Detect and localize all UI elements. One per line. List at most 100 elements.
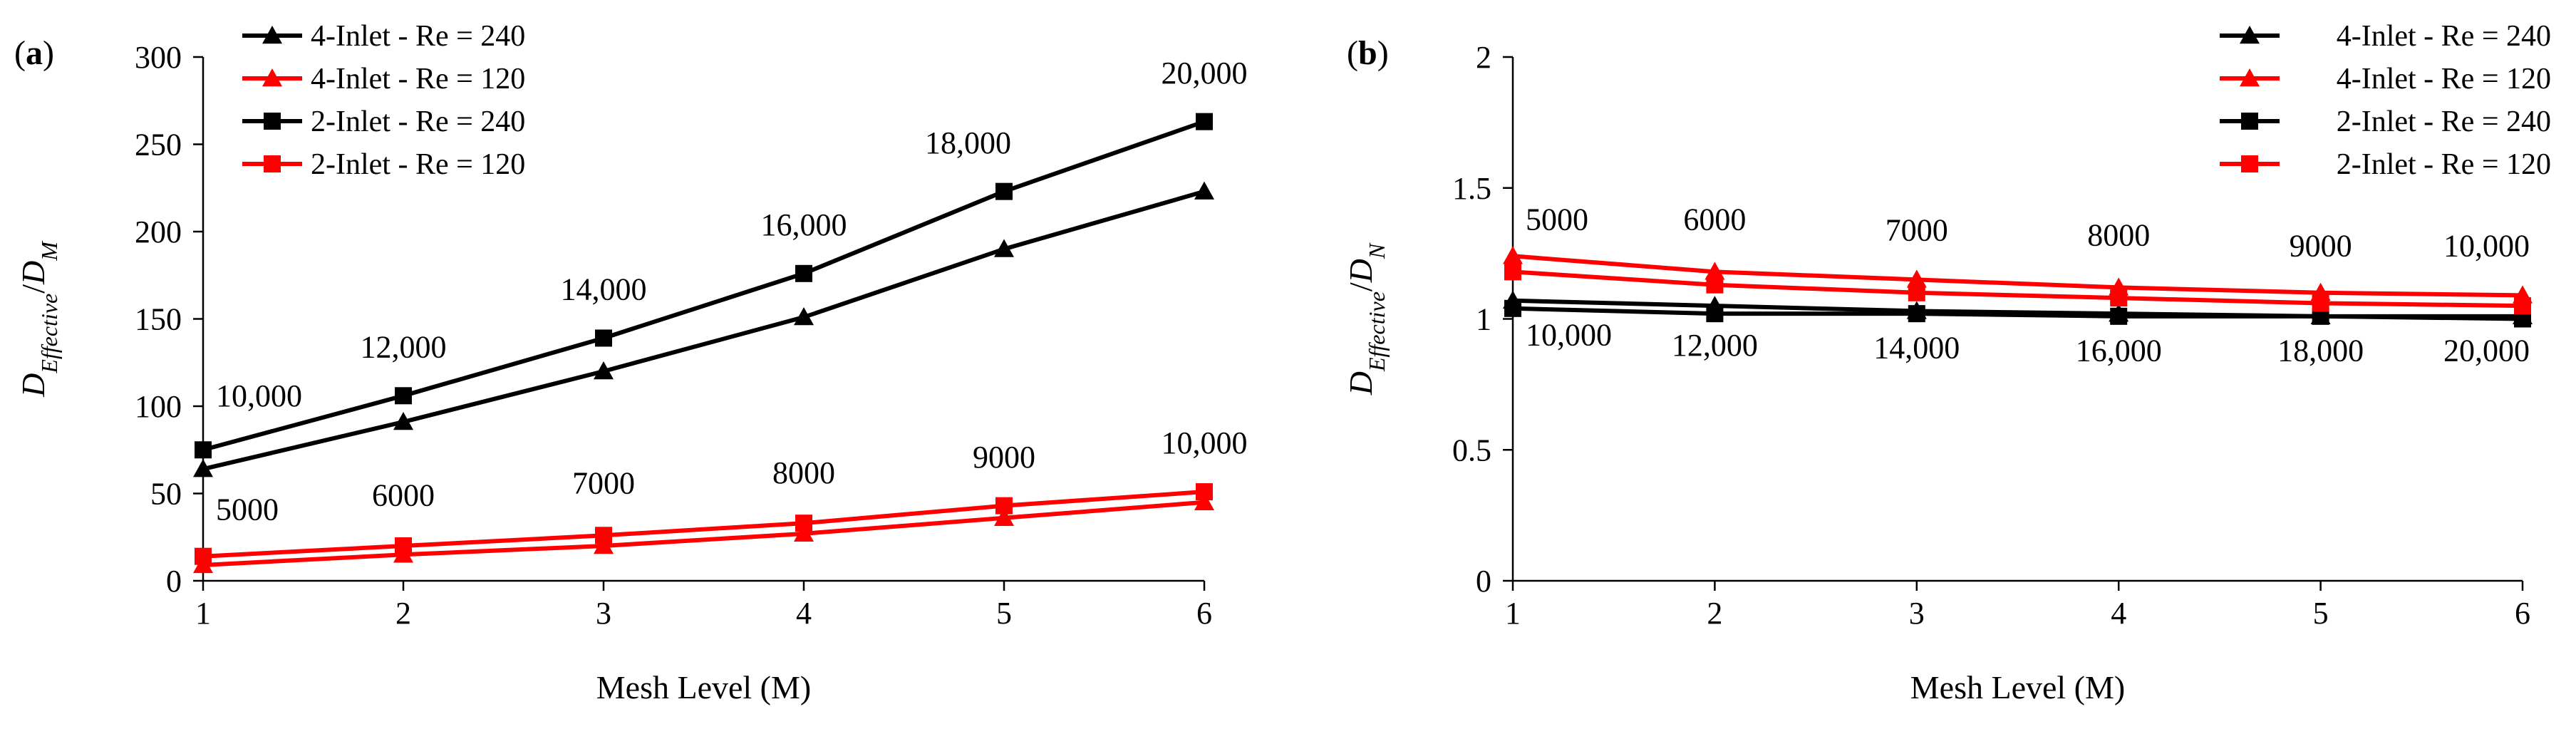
panel-label-letter: a [26,34,43,72]
y-axis-title-subscript: M [36,240,62,262]
data-point-series-2 [1706,305,1724,323]
y-axis-title-divider: / [1343,282,1379,291]
data-label: 5000 [216,492,279,527]
data-point-series-2 [595,329,612,347]
data-point-series-1 [1194,492,1214,510]
series-line-1 [1512,254,2523,298]
data-label: 10,000 [1526,317,1612,352]
data-label: 16,000 [2076,333,2162,368]
data-point-series-3 [995,497,1013,515]
data-point-series-3 [1908,284,1925,301]
y-tick-label: 2 [1476,40,1491,75]
data-point-series-3 [2110,289,2128,307]
legend-label: 4-Inlet - Re = 240 [2337,20,2551,53]
x-tick-label: 5 [996,596,1012,631]
y-tick-label: 250 [135,128,182,162]
data-point-series-0 [594,361,614,380]
data-point-series-3 [795,515,812,532]
y-tick-label: 100 [135,389,182,424]
x-tick-label: 2 [395,596,411,631]
y-tick-label: 300 [135,40,182,75]
legend-label: 2-Inlet - Re = 240 [311,105,525,138]
data-point-series-1 [994,507,1014,526]
data-label: 8000 [2087,218,2150,253]
x-axis-title: Mesh Level (M) [596,669,811,706]
legend-marker [2240,68,2260,87]
data-point-series-3 [1196,483,1213,501]
data-point-series-2 [195,441,212,459]
y-tick-label: 0 [166,564,182,599]
data-point-series-2 [1196,113,1213,130]
data-label: 20,000 [1162,56,1248,91]
data-point-series-3 [2514,297,2531,315]
data-point-series-0 [193,459,213,477]
panel-label-open: ( [14,34,26,72]
data-label: 9000 [973,440,1035,475]
legend-marker [2241,113,2258,130]
x-tick-label: 4 [2111,596,2126,631]
legend-marker [264,113,281,130]
x-tick-label: 6 [1196,596,1212,631]
data-point-series-1 [1705,262,1725,280]
panel-label-letter: b [1358,34,1377,72]
legend-marker [264,155,281,172]
series-line-3 [1512,269,2523,309]
x-tick-label: 5 [2313,596,2329,631]
data-point-series-2 [2110,307,2128,325]
data-label: 7000 [1886,212,1948,247]
panel-label-close: ) [1377,34,1389,72]
x-tick-label: 1 [1505,596,1521,631]
data-label: 12,000 [1672,328,1758,363]
y-tick-label: 1 [1476,302,1491,337]
data-point-series-3 [195,547,212,565]
data-point-series-0 [994,239,1014,257]
x-tick-label: 6 [2515,596,2530,631]
series-line-1 [202,500,1205,567]
data-point-series-1 [1906,269,1927,288]
y-axis-title-subscript: Effective [36,294,62,374]
y-axis-title-symbol: D [1343,371,1379,396]
series-line-2 [1512,306,2523,321]
x-tick-label: 4 [796,596,812,631]
panel-label: (b) [1347,34,1389,72]
y-tick-label: 1.5 [1452,171,1491,206]
y-axis-title: DEffective/DM [15,240,62,398]
data-label: 14,000 [561,272,647,307]
data-label: 10,000 [1162,425,1248,460]
data-point-series-3 [1504,263,1521,281]
x-axis-title: Mesh Level (M) [1910,669,2125,706]
y-axis-title-symbol: D [15,261,51,285]
legend-label: 4-Inlet - Re = 120 [2337,63,2551,95]
data-point-series-1 [794,523,814,542]
y-tick-label: 0 [1476,564,1491,599]
series-line-0 [202,189,1205,472]
data-point-series-3 [2312,294,2329,312]
y-axis-title-symbol: D [1343,259,1379,283]
y-axis-title-subscript: N [1364,242,1390,259]
panel-label-close: ) [43,34,54,72]
data-point-series-2 [795,264,812,282]
data-point-series-0 [1194,181,1214,200]
legend-label: 2-Inlet - Re = 120 [311,148,525,181]
data-label: 10,000 [216,378,302,413]
x-tick-label: 3 [596,596,611,631]
x-tick-label: 3 [1909,596,1925,631]
data-label: 10,000 [2443,228,2530,263]
legend-label: 2-Inlet - Re = 240 [2337,105,2551,138]
data-point-series-2 [1908,305,1925,323]
data-label: 5000 [1526,202,1588,237]
y-axis-title-divider: / [15,284,51,294]
series-line-2 [202,119,1205,453]
series-line-3 [202,490,1205,559]
data-point-series-1 [1503,246,1523,264]
legend-marker [262,68,282,87]
data-point-series-2 [1504,299,1521,317]
y-tick-label: 200 [135,215,182,249]
data-point-series-2 [395,387,412,405]
data-point-series-0 [794,307,814,326]
legend-label: 4-Inlet - Re = 120 [311,63,525,95]
data-label: 6000 [1683,202,1746,237]
x-tick-label: 2 [1707,596,1722,631]
panel-label-open: ( [1347,34,1358,72]
